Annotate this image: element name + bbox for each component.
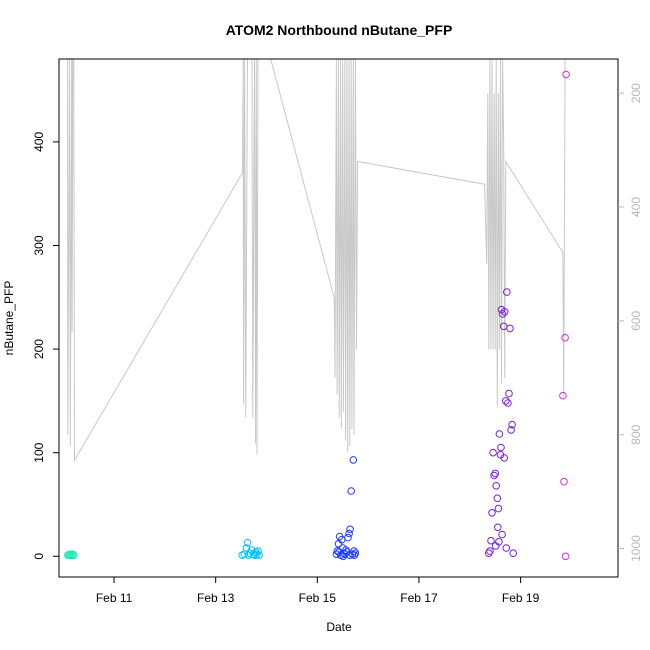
data-point (492, 482, 501, 490)
x-tick-label: Feb 19 (502, 591, 540, 605)
y-right-tick-label: 1000 (629, 535, 643, 562)
data-point (507, 426, 515, 434)
data-point (493, 494, 502, 503)
data-point (349, 456, 358, 464)
x-tick-label: Feb 11 (96, 591, 133, 605)
y-right-tick-label: 400 (629, 197, 643, 217)
data-point (561, 552, 570, 561)
plot-area: Feb 11 Feb 13 Feb 15 Feb 17 Feb 19 0 100 200 300… (32, 58, 643, 605)
y-tick-label: 400 (32, 132, 46, 152)
y-right-tick-label: 200 (629, 83, 643, 103)
data-point (561, 333, 569, 342)
data-point (504, 399, 512, 407)
data-point (495, 430, 504, 438)
y-tick-label: 0 (32, 553, 46, 560)
data-point (498, 530, 506, 539)
data-point (562, 70, 570, 79)
data-point (335, 548, 343, 556)
x-tick-label: Feb 13 (197, 591, 235, 605)
data-point (254, 547, 262, 555)
data-point (494, 504, 503, 513)
x-axis-label: Date (326, 620, 352, 634)
data-point (508, 420, 516, 429)
data-point (489, 448, 497, 457)
data-point (503, 288, 511, 296)
data-point (487, 536, 495, 545)
data-point (332, 550, 341, 559)
data-point (509, 549, 518, 558)
y-right-tick-label: 800 (629, 424, 643, 444)
data-point (502, 544, 511, 552)
data-point (69, 550, 77, 559)
y-tick-label: 200 (32, 339, 46, 359)
data-point (505, 389, 513, 398)
data-point (70, 551, 78, 560)
data-point (497, 443, 505, 452)
data-point (347, 487, 356, 495)
data-point (494, 523, 502, 532)
x-tick-label: Feb 15 (299, 591, 337, 605)
plot-frame (58, 58, 619, 578)
y-right-tick-label: 600 (629, 311, 643, 331)
profile-line (67, 59, 566, 463)
data-point (67, 551, 76, 560)
data-point (500, 308, 509, 316)
y-tick-label: 300 (32, 235, 46, 255)
data-point (243, 539, 252, 547)
data-point (495, 538, 503, 546)
data-point (486, 547, 494, 555)
data-point (255, 551, 263, 560)
x-tick-label: Feb 17 (400, 591, 438, 605)
data-point (345, 529, 353, 538)
data-point (500, 454, 509, 462)
y-tick-label: 100 (32, 442, 46, 462)
data-point (560, 477, 568, 486)
data-point (344, 533, 352, 542)
y-axis-label: nButane_PFP (2, 281, 16, 356)
data-point (559, 391, 567, 400)
chart-title: ATOM2 Northbound nButane_PFP (226, 22, 453, 38)
data-point (498, 310, 507, 318)
data-point (506, 324, 514, 333)
data-point (502, 397, 510, 405)
data-point (350, 547, 358, 555)
data-point (345, 551, 354, 560)
data-point (488, 509, 496, 517)
data-point (346, 525, 354, 534)
data-point (491, 469, 500, 478)
